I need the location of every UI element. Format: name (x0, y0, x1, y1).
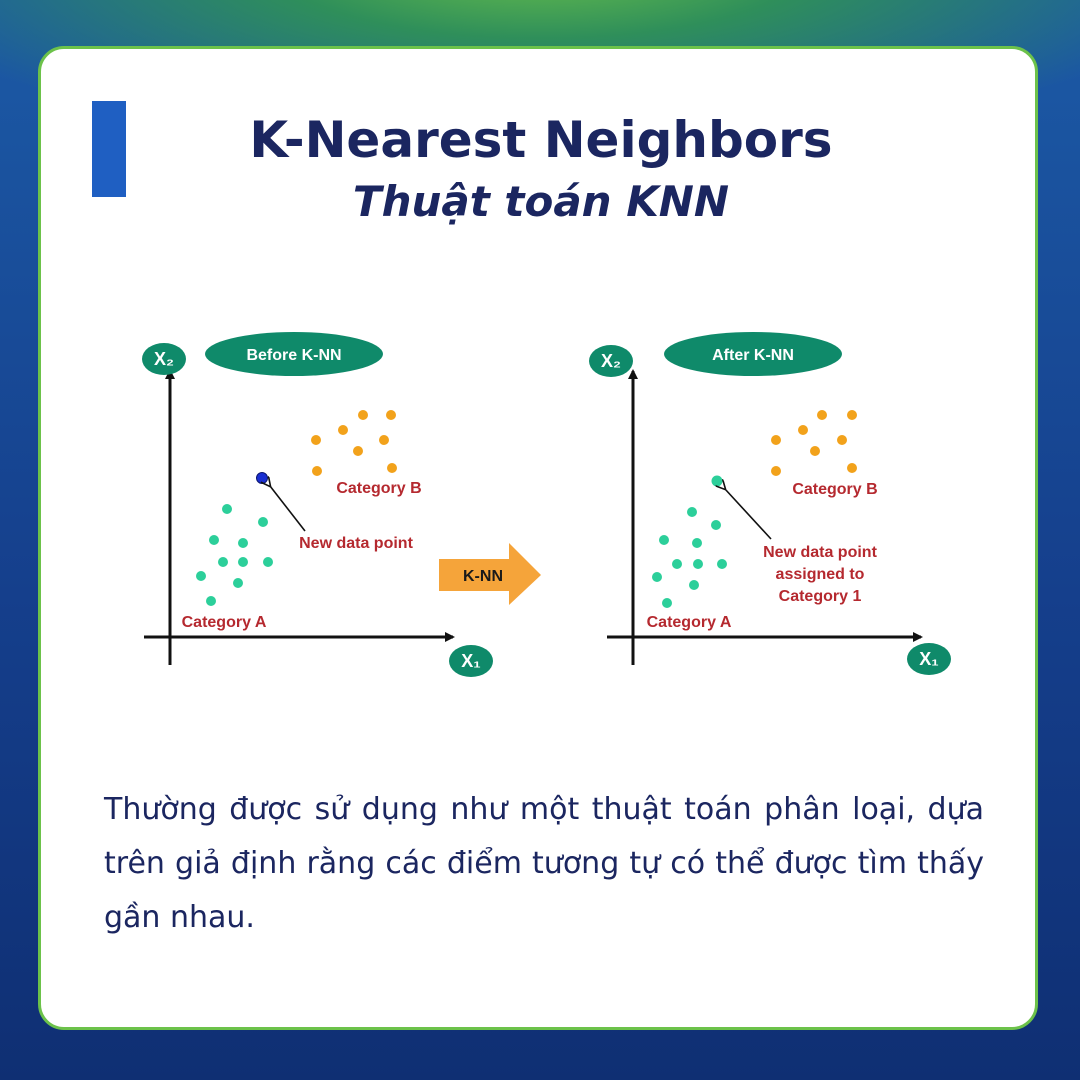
after-x-axis-badge (907, 643, 951, 675)
before-panel: X₂ X₁ Before K-NN Categ (142, 332, 493, 677)
category-a-point (672, 559, 682, 569)
category-a-point (687, 507, 697, 517)
category-a-point (692, 538, 702, 548)
category-a-point (693, 559, 703, 569)
before-knn-badge (205, 332, 383, 376)
before-y-axis-label: X₂ (154, 349, 174, 369)
category-b-point (771, 466, 781, 476)
arrow-shape (439, 543, 541, 605)
category-a-point (689, 580, 699, 590)
after-panel: X₂ X₁ After K-NN Categor (589, 332, 951, 675)
category-b-point (810, 446, 820, 456)
before-x-axis-label: X₁ (461, 651, 480, 671)
new-point-label: New data point (299, 535, 413, 552)
category-a-point (659, 535, 669, 545)
before-x-axis-badge (449, 645, 493, 677)
description-text: Thường được sử dụng như một thuật toán p… (104, 792, 984, 935)
new-point-pointer (270, 486, 306, 532)
category-a-point (196, 571, 206, 581)
category-b-point (338, 425, 348, 435)
content-card: K-Nearest Neighbors Thuật toán KNN X₂ X₁… (38, 46, 1038, 1030)
category-b-point (798, 425, 808, 435)
accent-bar (92, 101, 126, 197)
category-a-point (209, 535, 219, 545)
knn-diagram: X₂ X₁ Before K-NN Categ (142, 332, 951, 677)
assigned-line-2: assigned to (776, 566, 865, 583)
category-b-point (358, 410, 368, 420)
after-y-axis-badge (589, 345, 633, 377)
after-knn-label: After K-NN (712, 347, 794, 364)
category-b-point (379, 435, 389, 445)
category-b-point (837, 435, 847, 445)
after-y-axis-label: X₂ (601, 351, 621, 371)
category-a-point (652, 572, 662, 582)
page-title: K-Nearest Neighbors (249, 111, 833, 169)
category-b-label: Category B (792, 481, 877, 498)
assigned-new-data-point (711, 475, 723, 487)
assigned-line-1: New data point (763, 544, 877, 561)
category-a-point (206, 596, 216, 606)
assigned-point-pointer (725, 489, 772, 540)
category-a-point (238, 557, 248, 567)
category-b-label: Category B (336, 480, 421, 497)
category-a-point (258, 517, 268, 527)
category-b-point (847, 463, 857, 473)
category-b-point (847, 410, 857, 420)
new-data-point (256, 472, 268, 484)
category-b-point (311, 435, 321, 445)
category-b-point (386, 410, 396, 420)
knn-transition-arrow: K-NN (439, 543, 541, 605)
category-b-point (312, 466, 322, 476)
category-a-label: Category A (182, 614, 267, 631)
before-y-axis-badge (142, 343, 186, 375)
before-knn-label: Before K-NN (246, 347, 341, 364)
category-a-point (717, 559, 727, 569)
after-x-axis-label: X₁ (919, 649, 938, 669)
category-b-point (387, 463, 397, 473)
category-a-point (711, 520, 721, 530)
category-a-label: Category A (647, 614, 732, 631)
category-b-point (353, 446, 363, 456)
category-a-point (263, 557, 273, 567)
assigned-line-3: Category 1 (779, 588, 862, 605)
category-a-point (218, 557, 228, 567)
page-subtitle: Thuật toán KNN (352, 177, 730, 226)
category-a-point (662, 598, 672, 608)
arrow-label: K-NN (463, 568, 503, 585)
category-b-point (817, 410, 827, 420)
category-a-point (238, 538, 248, 548)
category-a-point (233, 578, 243, 588)
category-a-point (222, 504, 232, 514)
category-b-point (771, 435, 781, 445)
after-knn-badge (664, 332, 842, 376)
